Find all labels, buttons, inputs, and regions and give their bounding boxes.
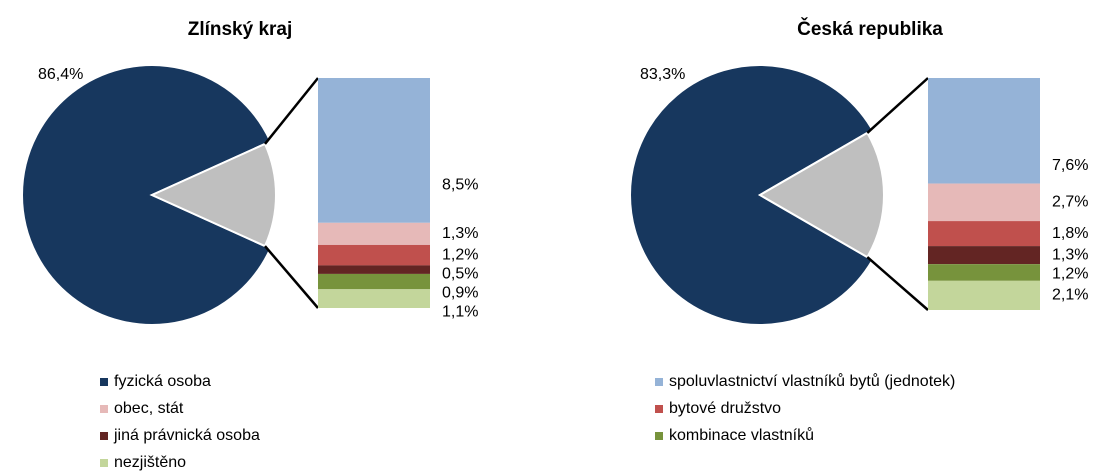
connector — [866, 77, 929, 134]
pie-other-slice — [149, 142, 277, 248]
bar-segment — [928, 264, 1040, 281]
data-label: 1,3% — [442, 225, 478, 242]
bar-segment — [318, 244, 430, 266]
data-label: 83,3% — [640, 66, 685, 83]
legend-label: obec, stát — [114, 400, 184, 417]
legend-swatch — [100, 405, 108, 413]
bar-segment — [928, 221, 1040, 247]
bar-segment — [318, 289, 430, 308]
legend-swatch — [655, 378, 663, 386]
bar-segment — [318, 222, 430, 245]
data-label: 1,2% — [1052, 265, 1088, 282]
legend-swatch — [655, 432, 663, 440]
bar-segment — [318, 273, 430, 290]
legend-label: spoluvlastnictví vlastníků bytů (jednote… — [669, 372, 955, 390]
data-label: 1,3% — [1052, 246, 1088, 263]
pie-other-slice — [758, 131, 885, 259]
data-label: 0,5% — [442, 265, 478, 282]
chart-title: Česká republika — [797, 18, 943, 40]
data-label: 86,4% — [38, 66, 83, 83]
data-label: 8,5% — [442, 177, 478, 194]
bar-segment — [928, 246, 1040, 265]
data-label: 2,7% — [1052, 194, 1088, 211]
bar-segment — [928, 183, 1040, 222]
bar-segment — [928, 78, 1040, 184]
legend-swatch — [100, 378, 108, 386]
data-label: 0,9% — [442, 284, 478, 301]
data-label: 1,1% — [442, 303, 478, 320]
legend-label: fyzická osoba — [114, 373, 211, 390]
chart-title: Zlínský kraj — [188, 19, 293, 40]
pie-slice — [629, 64, 874, 326]
connector — [866, 256, 929, 311]
data-label: 2,1% — [1052, 287, 1088, 304]
pie-slice — [21, 64, 272, 326]
legend-label: kombinace vlastníků — [669, 426, 814, 444]
connector — [264, 77, 319, 145]
legend-swatch — [655, 405, 663, 413]
legend-swatch — [100, 459, 108, 467]
legend-swatch — [100, 432, 108, 440]
bar-segment — [318, 78, 430, 223]
data-label: 1,8% — [1052, 225, 1088, 242]
bar-segment — [928, 280, 1040, 310]
data-label: 7,6% — [1052, 157, 1088, 174]
legend-label: jiná právnická osoba — [113, 427, 260, 444]
bar-segment — [318, 265, 430, 274]
legend-label: nezjištěno — [114, 454, 186, 471]
connector — [264, 245, 319, 309]
legend-label: bytové družstvo — [669, 400, 781, 417]
data-label: 1,2% — [442, 246, 478, 263]
